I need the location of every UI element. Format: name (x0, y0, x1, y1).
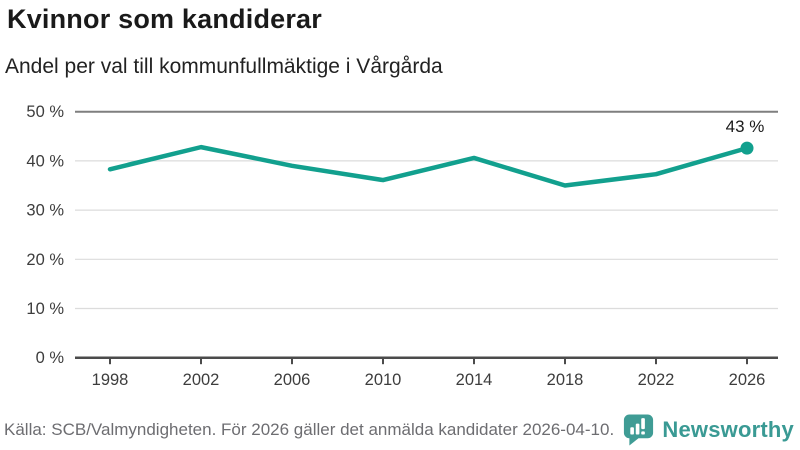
x-tick-label: 1998 (92, 371, 129, 389)
y-tick-label: 0 % (36, 349, 65, 367)
x-tick-label: 2010 (365, 371, 402, 389)
x-tick-label: 2014 (456, 371, 493, 389)
point-annotation: 43 % (726, 117, 765, 136)
data-series (107, 141, 754, 188)
gridlines (75, 110, 778, 359)
y-tick-label: 40 % (26, 152, 64, 170)
y-axis-labels: 0 % 10 % 20 % 30 % 40 % 50 % (26, 103, 64, 367)
page-subtitle: Andel per val till kommunfullmäktige i V… (5, 55, 443, 78)
end-point-label: 43 % (726, 117, 765, 136)
newsworthy-logo-icon (624, 414, 654, 446)
y-tick-label: 20 % (26, 251, 64, 269)
end-point-marker (740, 141, 754, 155)
page-title: Kvinnor som kandiderar (7, 4, 322, 34)
x-tick-label: 2018 (547, 371, 584, 389)
x-tick-label: 2006 (274, 371, 311, 389)
y-tick-label: 50 % (26, 103, 64, 121)
source-note: Källa: SCB/Valmyndigheten. För 2026 gäll… (4, 420, 615, 439)
line-chart: 0 % 10 % 20 % 30 % 40 % 50 % 1998 2002 2006 2010… (26, 103, 778, 389)
y-tick-label: 10 % (26, 300, 64, 318)
y-tick-label: 30 % (26, 202, 64, 220)
footer: Källa: SCB/Valmyndigheten. För 2026 gäll… (0, 413, 800, 447)
x-tick-label: 2026 (729, 371, 766, 389)
trend-line (107, 144, 750, 188)
newsworthy-brand: Newsworthy (623, 413, 796, 447)
x-tick-label: 2022 (638, 371, 675, 389)
newsworthy-wordmark: Newsworthy (662, 417, 794, 442)
x-axis: 1998 2002 2006 2010 2014 2018 2022 2026 (92, 357, 766, 389)
x-tick-label: 2002 (183, 371, 220, 389)
